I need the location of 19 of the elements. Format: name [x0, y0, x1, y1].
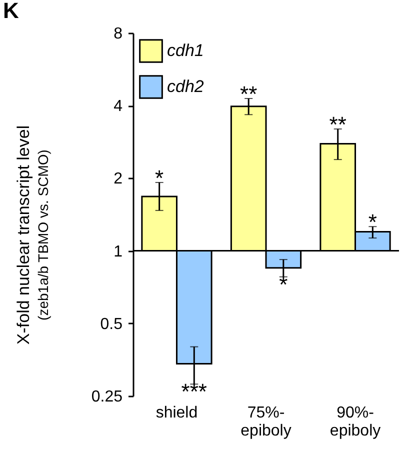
y-axis-title: X-fold nuclear transcript level (zeb1a/b TBMO vs. SCMO): [14, 125, 52, 345]
x-tick-label: 90%-epiboly: [330, 404, 381, 440]
annotation: *: [155, 165, 164, 190]
y-tick-label: 1: [114, 243, 123, 260]
annotation: *: [368, 210, 378, 235]
legend-label: cdh2: [167, 77, 204, 96]
annotation: **: [329, 112, 347, 137]
text: K: [3, 0, 19, 23]
x-tick-label: 75%-epiboly: [240, 404, 292, 440]
y-tick-label: 4: [114, 98, 123, 116]
legend-label: cdh1: [167, 41, 204, 60]
y-tick-label: 0.25: [91, 388, 123, 406]
annotation: **: [240, 82, 258, 107]
x-tick-label: shield: [156, 404, 198, 422]
y-tick-label: 0.5: [100, 316, 123, 333]
annotation: *: [279, 272, 288, 297]
annotation: ***: [181, 379, 208, 404]
y-tick-label: 8: [114, 26, 123, 42]
y-tick-label: 2: [114, 170, 123, 188]
